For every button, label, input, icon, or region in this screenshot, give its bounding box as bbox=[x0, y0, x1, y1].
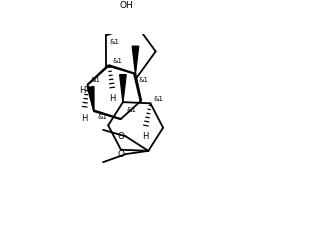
Polygon shape bbox=[87, 87, 94, 111]
Text: &1: &1 bbox=[91, 77, 101, 83]
Text: O: O bbox=[117, 150, 124, 159]
Text: H: H bbox=[81, 113, 88, 123]
Text: O: O bbox=[117, 132, 124, 141]
Text: H: H bbox=[109, 94, 116, 103]
Text: OH: OH bbox=[120, 0, 134, 10]
Polygon shape bbox=[106, 10, 120, 35]
Text: &1: &1 bbox=[127, 107, 137, 113]
Text: &1: &1 bbox=[109, 39, 119, 45]
Text: &1: &1 bbox=[154, 96, 164, 102]
Polygon shape bbox=[120, 75, 126, 102]
Polygon shape bbox=[132, 46, 139, 74]
Text: H: H bbox=[80, 86, 86, 95]
Text: H: H bbox=[142, 132, 149, 141]
Text: &1: &1 bbox=[139, 77, 149, 83]
Text: &1: &1 bbox=[97, 114, 107, 121]
Text: &1: &1 bbox=[112, 58, 123, 64]
